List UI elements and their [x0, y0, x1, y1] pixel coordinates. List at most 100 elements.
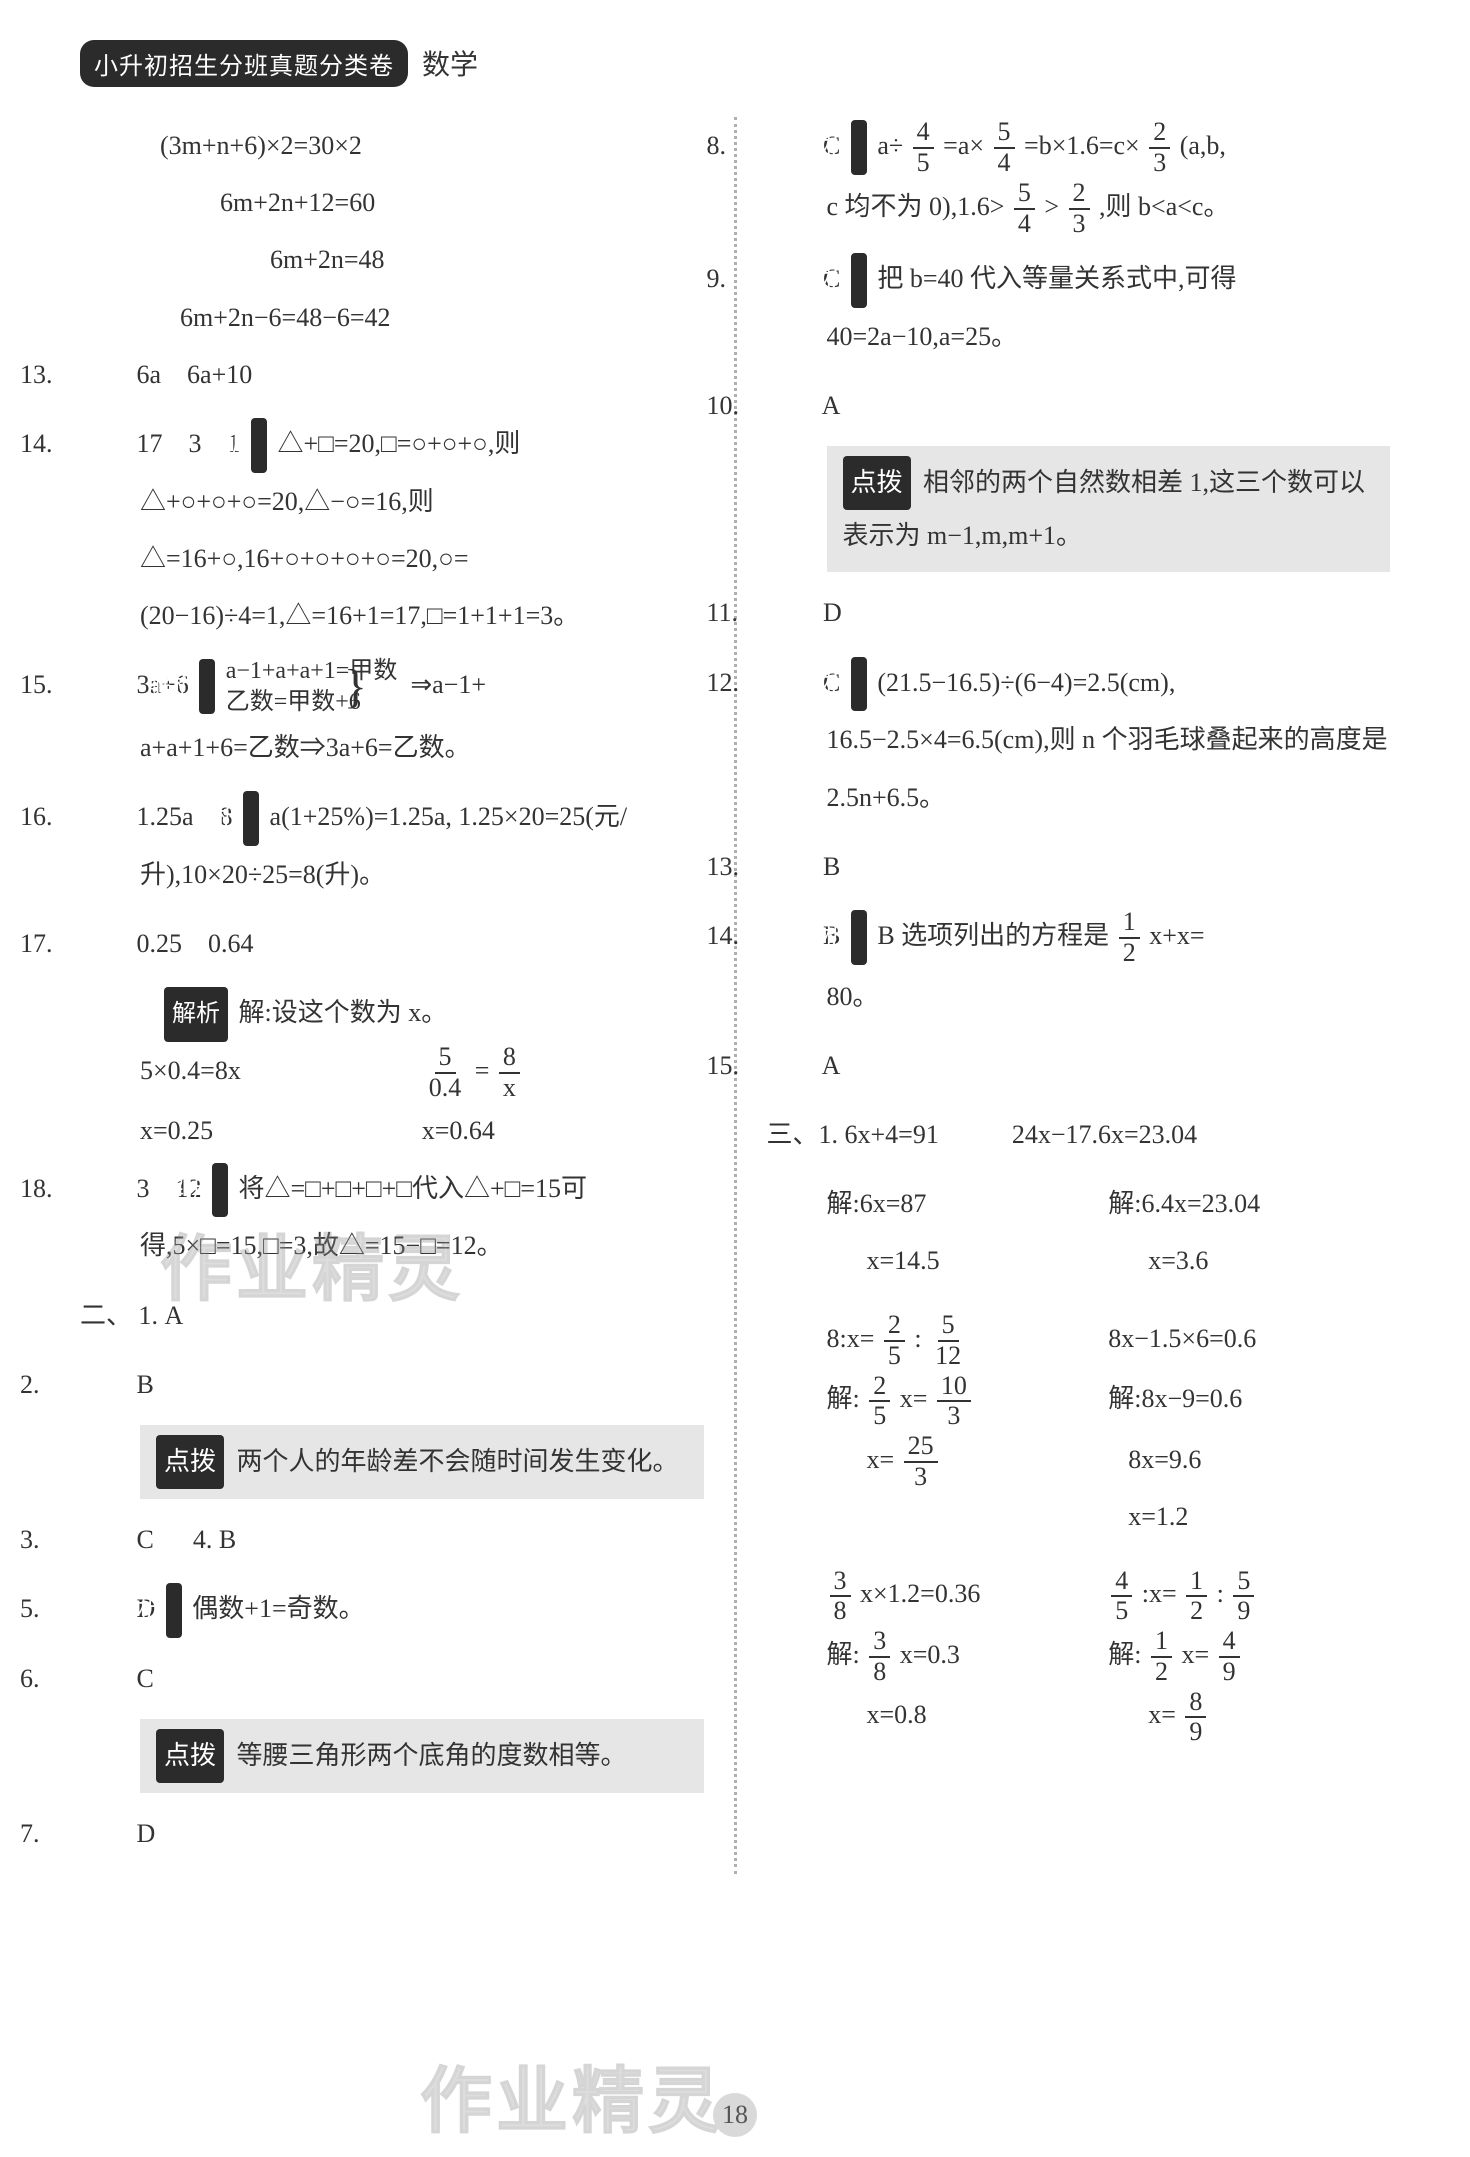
q-num: 13. [80, 346, 130, 403]
q17-l1a: 5×0.4=8x [140, 1042, 422, 1103]
q-num: 18. [80, 1160, 130, 1217]
q-ans: D [823, 598, 842, 627]
q-num: 3. [80, 1511, 130, 1568]
brace-bot: 乙数=甲数+6 [226, 687, 398, 718]
q13: 13. 6a 6a+10 [80, 346, 704, 403]
analysis-text: 偶数+1=奇数。 [192, 1594, 364, 1623]
analysis-tag: 解析 [851, 120, 867, 175]
p2-r2: 解: 25 x= 103 解:8x−9=0.6 [827, 1370, 1391, 1431]
page-number: 18 [713, 2093, 757, 2137]
q-ans: B [219, 1525, 236, 1554]
q17-l1b: 50.4 = 8x [422, 1042, 704, 1103]
p2-r3: x= 253 8x=9.6 x=1.2 [827, 1431, 1391, 1545]
r-q12: 12. C 解析 (21.5−16.5)÷(6−4)=2.5(cm), 16.5… [767, 654, 1391, 826]
pre-eq-3: 6m+2n=48 [270, 231, 704, 288]
sec3-head: 三、1. 6x+4=91 24x−17.6x=23.04 [767, 1106, 1391, 1163]
section-label: 三、1. [767, 1120, 839, 1149]
q5: 5. D 解析 偶数+1=奇数。 [80, 1580, 704, 1638]
q-ans: A [822, 1051, 841, 1080]
q-num: 15. [80, 656, 130, 713]
q-num: 4. [193, 1525, 213, 1554]
q-num: 10. [767, 377, 817, 434]
q7: 7. D [80, 1805, 704, 1862]
arrow-text: ⇒a−1+ [410, 670, 486, 699]
r-q9: 9. C 解析 把 b=40 代入等量关系式中,可得 40=2a−10,a=25… [767, 250, 1391, 365]
r-q11: 11. D [767, 584, 1391, 641]
r-q15: 15. A [767, 1037, 1391, 1094]
q-num: 13. [767, 838, 817, 895]
q6: 6. C [80, 1650, 704, 1707]
pre-eq-2: 6m+2n+12=60 [220, 174, 704, 231]
analysis-tag: 解析 [251, 418, 267, 473]
q17-row2: x=0.25 x=0.64 [140, 1102, 704, 1159]
brace-top: a−1+a+a+1=甲数 [226, 656, 398, 687]
q17-intro: 解析 解:设这个数为 x。 [160, 984, 704, 1042]
q-num: 17. [80, 915, 130, 972]
content-columns: (3m+n+6)×2=30×2 6m+2n+12=60 6m+2n=48 6m+… [80, 117, 1390, 1874]
analysis-tag: 解析 [851, 657, 867, 712]
q-text: 1. A [139, 1301, 184, 1330]
q-num: 2. [80, 1356, 130, 1413]
p3-a2: 解: 38 x=0.3 [827, 1626, 1109, 1687]
analysis-tag: 解析 [164, 987, 228, 1042]
q-num: 11. [767, 584, 817, 641]
analysis-tag: 解析 [243, 791, 259, 846]
p2-a2: 解: 25 x= 103 [827, 1370, 1109, 1431]
watermark-2: 作业精灵 [420, 2042, 724, 2147]
r-q13: 13. B [767, 838, 1391, 895]
q-num: 6. [80, 1650, 130, 1707]
tip-tag: 点拨 [156, 1729, 224, 1783]
q18: 18. 3 12 解析 将△=□+□+□+□代入△+□=15可得,5×□=15,… [80, 1160, 704, 1275]
p3-r2: 解: 38 x=0.3 解: 12 x= 49 [827, 1626, 1391, 1687]
q6-tip: 点拨 等腰三角形两个底角的度数相等。 [140, 1719, 704, 1793]
p3-a1: 38 x×1.2=0.36 [827, 1565, 1109, 1626]
q-ans: C [137, 1664, 154, 1693]
q17-l2a: x=0.25 [140, 1102, 422, 1159]
q-num: 7. [80, 1805, 130, 1862]
solve-intro: 解:设这个数为 x。 [239, 998, 448, 1027]
q15-cont: a+a+1+6=乙数⇒3a+6=乙数。 [140, 733, 471, 762]
q-num: 14. [80, 415, 130, 472]
pre-eq-4: 6m+2n−6=48−6=42 [180, 289, 704, 346]
pre-eq-1: (3m+n+6)×2=30×2 [160, 117, 704, 174]
tip-tag: 点拨 [156, 1435, 224, 1489]
tip-text: 相邻的两个自然数相差 1,这三个数可以表示为 m−1,m,m+1。 [843, 468, 1366, 550]
q-ans: 6a 6a+10 [137, 360, 253, 389]
analysis-tag: 解析 [212, 1163, 228, 1218]
r-q10-tip: 点拨 相邻的两个自然数相差 1,这三个数可以表示为 m−1,m,m+1。 [827, 446, 1391, 572]
tip-text: 两个人的年龄差不会随时间发生变化。 [237, 1447, 679, 1476]
tip-text: 等腰三角形两个底角的度数相等。 [237, 1741, 627, 1770]
p3-r3: x=0.8 x= 89 [827, 1686, 1391, 1747]
p1-r2: 解:6x=87 解:6.4x=23.04 [827, 1175, 1391, 1232]
analysis-tag: 解析 [199, 659, 215, 714]
p2-a1: 8:x= 25 : 512 [827, 1310, 1109, 1371]
q-ans: C [137, 1525, 154, 1554]
header-badge: 小升初招生分班真题分类卷 [80, 40, 408, 87]
header-subject: 数学 [422, 43, 478, 83]
q17-l2b: x=0.64 [422, 1102, 704, 1159]
analysis-tag: 解析 [166, 1583, 182, 1638]
p3-r1: 38 x×1.2=0.36 45 :x= 12 : 59 [827, 1565, 1391, 1626]
p1-r3: x=14.5 x=3.6 [827, 1232, 1391, 1289]
q-num: 15. [767, 1037, 817, 1094]
q2: 2. B [80, 1356, 704, 1413]
p3-b3: x= 89 [1108, 1686, 1390, 1747]
tip-tag: 点拨 [843, 456, 911, 510]
q-ans: B [823, 852, 840, 881]
analysis-tag: 解析 [851, 910, 867, 965]
brace-stack: a−1+a+a+1=甲数 乙数=甲数+6 [226, 656, 398, 718]
q17-row1: 5×0.4=8x 50.4 = 8x [140, 1042, 704, 1103]
left-column: (3m+n+6)×2=30×2 6m+2n+12=60 6m+2n=48 6m+… [80, 117, 734, 1874]
r-q14: 14. B 解析 B 选项列出的方程是 12 x+x= 80。 [767, 907, 1391, 1025]
page-header: 小升初招生分班真题分类卷 数学 [80, 40, 1390, 87]
q-num: 16. [80, 788, 130, 845]
r-q10: 10. A [767, 377, 1391, 434]
q-ans: D [137, 1819, 156, 1848]
p3-b1: 45 :x= 12 : 59 [1108, 1565, 1390, 1626]
analysis-text: 把 b=40 代入等量关系式中,可得 40=2a−10,a=25。 [827, 264, 1237, 351]
right-column: 8. C 解析 a÷ 45 =a× 54 =b×1.6=c× 23 (a,b, … [737, 117, 1391, 1874]
q3q4: 3. C 4. B [80, 1511, 704, 1568]
p3-b2: 解: 12 x= 49 [1108, 1626, 1390, 1687]
q-ans: A [822, 391, 841, 420]
q17: 17. 0.25 0.64 [80, 915, 704, 972]
